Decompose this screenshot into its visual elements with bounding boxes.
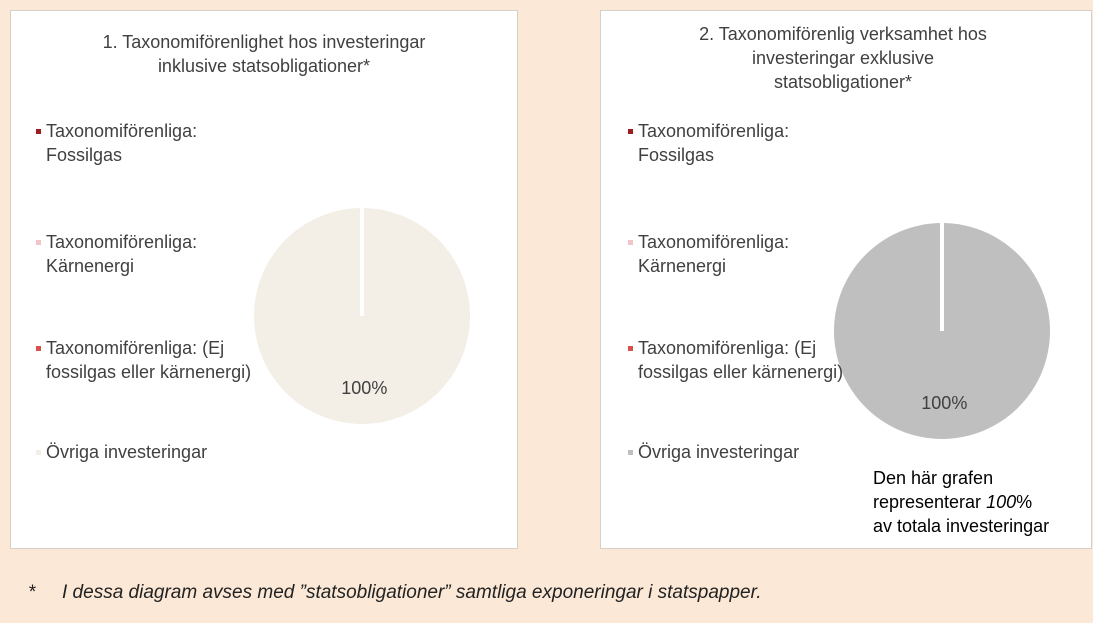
legend-label: Taxonomiförenliga: Fossilgas	[46, 121, 198, 165]
legend-swatch	[36, 129, 41, 134]
legend-item: Taxonomiförenliga: Fossilgas	[628, 119, 853, 167]
legend-swatch	[628, 346, 633, 351]
chart-title: 2. Taxonomiförenlig verksamhet hos	[699, 24, 987, 44]
legend-swatch	[36, 240, 41, 245]
legend-label: Taxonomiförenliga: (Ej fossilgas eller k…	[638, 338, 844, 382]
annotation-text: %	[1016, 492, 1033, 512]
data-label: 100%	[921, 393, 967, 413]
chart-title: statsobligationer*	[773, 72, 913, 92]
legend-label: Övriga investeringar	[638, 442, 800, 462]
legend-swatch	[36, 346, 41, 351]
annotation-text: representerar	[873, 492, 982, 512]
legend-label: Taxonomiförenliga: Kärnenergi	[638, 232, 790, 276]
data-label: 100%	[341, 378, 387, 398]
chart-title: inklusive statsobligationer*	[157, 56, 371, 76]
legend-swatch	[628, 240, 633, 245]
legend-label: Övriga investeringar	[46, 442, 208, 462]
footnote: I dessa diagram avses med ”statsobligati…	[62, 582, 762, 603]
annotation: Den här grafen representerar 100% av total…	[873, 466, 1049, 538]
chart-title: investeringar exklusive	[751, 48, 935, 68]
footnote-marker: *	[28, 582, 36, 603]
legend-swatch	[36, 450, 41, 455]
legend-item: Övriga investeringar	[628, 440, 853, 464]
legend-item: Taxonomiförenliga: (Ej fossilgas eller k…	[628, 336, 853, 384]
annotation-text: av totala investeringar	[873, 516, 1050, 536]
annotation-text: Den här grafen	[873, 468, 994, 488]
legend-label: Taxonomiförenliga: (Ej fossilgas eller k…	[46, 338, 252, 382]
annotation-value: 100	[986, 492, 1017, 512]
legend-item: Taxonomiförenliga: Kärnenergi	[36, 230, 261, 278]
legend-item: Taxonomiförenliga: Kärnenergi	[628, 230, 853, 278]
legend-item: Taxonomiförenliga: Fossilgas	[36, 119, 261, 167]
legend-item: Taxonomiförenliga: (Ej fossilgas eller k…	[36, 336, 261, 384]
legend-swatch	[628, 450, 633, 455]
legend-item: Övriga investeringar	[36, 440, 261, 464]
chart-title: 1. Taxonomiförenlighet hos investeringar	[102, 32, 426, 52]
legend-label: Taxonomiförenliga: Fossilgas	[638, 121, 790, 165]
legend-swatch	[628, 129, 633, 134]
legend-label: Taxonomiförenliga: Kärnenergi	[46, 232, 198, 276]
